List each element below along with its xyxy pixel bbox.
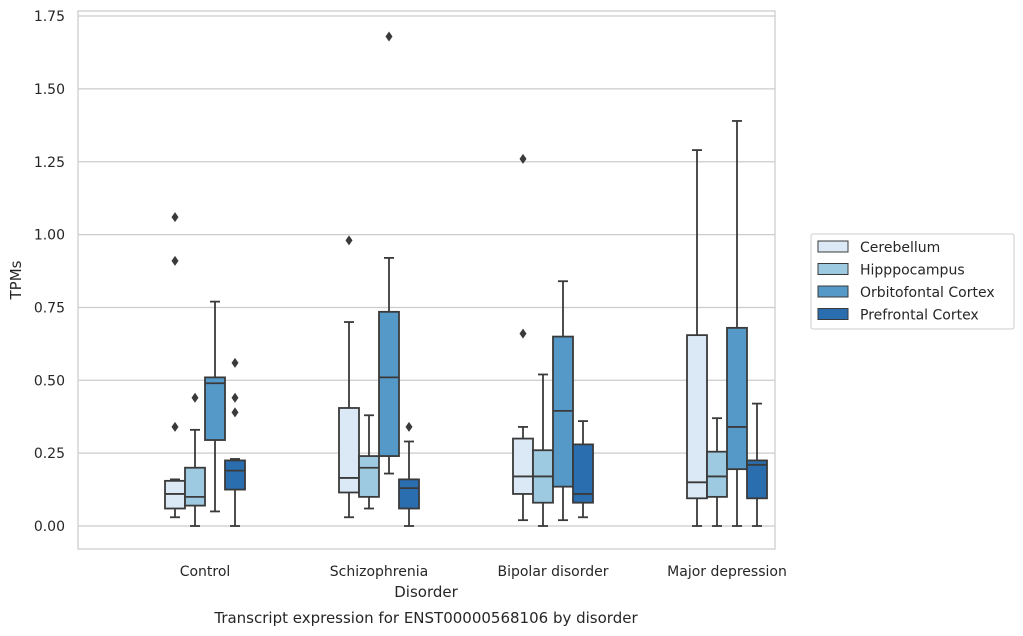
box-body [746, 459, 768, 500]
outlier-point [519, 328, 527, 339]
x-tick-label: Control [180, 564, 231, 580]
box-0-1 [184, 392, 206, 527]
box-2-0 [512, 153, 534, 522]
box-body [338, 407, 360, 494]
legend-swatch [817, 263, 849, 275]
legend: Cerebellum Hipppocampus Orbitofontal Corte… [810, 233, 1015, 330]
box-2-3 [572, 420, 594, 519]
y-tick-label: 0.75 [34, 300, 65, 316]
box-body [706, 450, 728, 498]
box-body [512, 437, 534, 495]
x-tick-label: Bipolar disorder [497, 564, 608, 580]
y-tick-label: 1.50 [34, 82, 65, 98]
box-body [572, 443, 594, 504]
box-groups [164, 31, 768, 527]
legend-label: Cerebellum [860, 240, 940, 256]
outlier-point [171, 212, 179, 223]
outlier-point [519, 153, 527, 164]
legend-label: Prefrontal Cortex [860, 308, 979, 324]
box-body [358, 455, 380, 498]
legend-swatch [817, 240, 849, 253]
plot-border [77, 10, 776, 550]
legend-swatch [817, 285, 849, 298]
legend-swatch [817, 308, 849, 320]
y-tick-label: 0.00 [34, 519, 65, 535]
box-1-3 [398, 421, 420, 527]
box-3-1 [706, 417, 728, 527]
y-tick-labels: 0.00 0.25 0.50 0.75 1.00 1.25 1.50 1.75 [34, 9, 65, 535]
box-3-2 [726, 120, 748, 527]
box-1-0 [338, 235, 360, 519]
box-2-2 [552, 280, 574, 522]
y-tick-label: 0.50 [34, 373, 65, 389]
x-axis-label: Disorder [394, 583, 458, 601]
y-tick-label: 1.25 [34, 155, 65, 171]
box-body [726, 326, 748, 471]
outlier-point [405, 421, 413, 432]
outlier-point [171, 421, 179, 432]
box-body [224, 459, 246, 491]
box-0-0 [164, 212, 186, 519]
outlier-point [231, 392, 239, 403]
box-1-2 [378, 31, 400, 475]
legend-frame [810, 233, 1015, 330]
x-tick-label: Schizophrenia [330, 564, 428, 580]
chart-caption: Transcript expression for ENST0000056810… [213, 609, 638, 627]
box-body [204, 376, 226, 441]
outlier-point [191, 392, 199, 403]
outlier-point [171, 255, 179, 266]
outlier-point [231, 407, 239, 418]
legend-label: Hipppocampus [860, 263, 965, 279]
outlier-point [385, 31, 393, 42]
box-3-3 [746, 402, 768, 527]
y-tick-label: 1.75 [34, 9, 65, 25]
plot-area [78, 11, 775, 549]
y-tick-label: 0.25 [34, 446, 65, 462]
y-tick-label: 1.00 [34, 228, 65, 244]
box-body [184, 466, 206, 507]
legend-label: Orbitofontal Cortex [860, 285, 995, 301]
box-3-0 [686, 149, 708, 527]
box-body [686, 334, 708, 500]
box-body [398, 478, 420, 510]
outlier-point [345, 235, 353, 246]
x-tick-label: Major depression [667, 564, 787, 580]
outlier-point [231, 357, 239, 368]
box-0-3 [224, 357, 246, 527]
box-1-1 [358, 414, 380, 510]
y-axis-label: TPMs [7, 260, 25, 300]
box-body [378, 310, 400, 457]
box-0-2 [204, 300, 226, 513]
x-tick-labels: Control Schizophrenia Bipolar disorder Majo… [180, 564, 787, 580]
